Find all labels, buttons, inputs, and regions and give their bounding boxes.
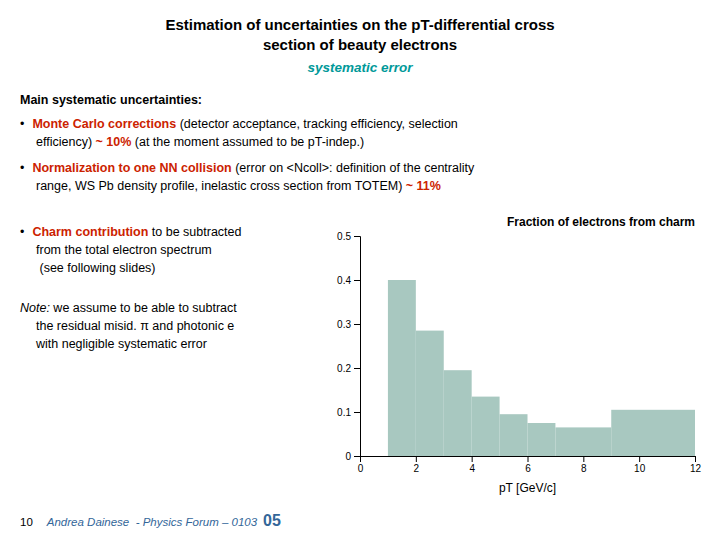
annotation-segment: Andrea Dainese - Physics Forum – 0103 bbox=[46, 516, 258, 528]
tick-label: 8 bbox=[581, 463, 587, 474]
tick: 0.3 bbox=[337, 319, 360, 330]
annotation-segment: (see following slides) bbox=[36, 261, 156, 275]
annotation-segment: 10 bbox=[20, 516, 33, 528]
slide-text: Estimation of uncertainties on the pT-di… bbox=[20, 16, 555, 529]
annotation-line: efficiency) ~ 10% (at the moment assumed… bbox=[36, 135, 364, 149]
annotation-segment: with negligible systematic error bbox=[35, 337, 207, 351]
tick-label: 0.4 bbox=[337, 275, 351, 286]
chart-title: Fraction of electrons from charm bbox=[507, 215, 695, 229]
annotation-line: range, WS Pb density profile, inelastic … bbox=[36, 179, 441, 193]
slide: Estimation of uncertainties on the pT-di… bbox=[0, 0, 720, 540]
annotation-segment: to be subtracted bbox=[148, 225, 241, 239]
bars bbox=[388, 280, 695, 456]
tick: 8 bbox=[581, 456, 587, 474]
axis-line bbox=[361, 457, 696, 463]
annotation-segment: Normalization to one NN collision bbox=[32, 161, 231, 175]
annotation-segment: ~ 10% bbox=[96, 135, 132, 149]
annotation-line: (see following slides) bbox=[36, 261, 156, 275]
annotation-segment: • bbox=[20, 161, 24, 175]
tick: 6 bbox=[525, 456, 531, 474]
annotation-segment: from the total electron spectrum bbox=[36, 243, 212, 257]
annotation-line: Estimation of uncertainties on the pT-di… bbox=[165, 16, 554, 33]
annotation-segment: Monte Carlo corrections bbox=[32, 117, 176, 131]
tick: 0.4 bbox=[337, 275, 360, 286]
annotation-segment: ~ 11% bbox=[406, 179, 441, 193]
tick-label: 6 bbox=[525, 463, 531, 474]
tick: 0.5 bbox=[337, 231, 360, 242]
tick: 0.1 bbox=[337, 407, 360, 418]
tick: 0.2 bbox=[337, 363, 360, 374]
annotation-segment: range, WS Pb density profile, inelastic … bbox=[36, 179, 406, 193]
annotation-segment: (at the moment assumed to be pT-indep.) bbox=[131, 135, 364, 149]
tick-mark bbox=[354, 368, 360, 369]
annotation-line: the residual misid. π and photonic e bbox=[36, 319, 234, 333]
annotation-line: Main systematic uncertainties: bbox=[20, 93, 202, 107]
annotation-segment: Note: bbox=[20, 301, 50, 315]
x-axis: 0 2 4 6 8 10 12 bbox=[358, 456, 702, 474]
histogram-bar bbox=[528, 423, 556, 456]
histogram-bar bbox=[416, 331, 444, 456]
annotation-segment: (error on <Ncoll>: definition of the cen… bbox=[232, 161, 475, 175]
tick-mark bbox=[354, 412, 360, 413]
annotation-segment: the residual misid. π and photonic e bbox=[36, 319, 234, 333]
tick-mark bbox=[583, 456, 584, 462]
tick-mark bbox=[354, 456, 360, 457]
annotation-segment: (detector acceptance, tracking efficienc… bbox=[176, 117, 458, 131]
histogram-bar bbox=[611, 410, 695, 456]
tick-mark bbox=[472, 456, 473, 462]
tick: 2 bbox=[414, 456, 420, 474]
x-axis-label: pT [GeV/c] bbox=[499, 481, 556, 495]
annotation-segment: systematic error bbox=[307, 60, 413, 75]
annotation-segment: • bbox=[20, 117, 24, 131]
tick-label: 10 bbox=[634, 463, 646, 474]
tick-mark bbox=[354, 280, 360, 281]
tick-mark bbox=[695, 456, 696, 462]
annotation-line: • Monte Carlo corrections (detector accep… bbox=[20, 117, 458, 131]
histogram-bar bbox=[388, 280, 416, 456]
histogram: 0 2 4 6 8 10 12 0 0.1 0.2 0.3 0.4 0.5 pT [GeV/c] Fract… bbox=[337, 215, 701, 495]
tick: 0 bbox=[345, 451, 360, 462]
histogram-bar bbox=[472, 397, 500, 456]
tick-label: 12 bbox=[690, 463, 702, 474]
tick-label: 0.2 bbox=[337, 363, 351, 374]
histogram-bar bbox=[555, 427, 611, 456]
y-axis: 0 0.1 0.2 0.3 0.4 0.5 bbox=[337, 231, 360, 462]
annotation-segment: Main systematic uncertainties: bbox=[20, 93, 202, 107]
annotation-segment: • bbox=[20, 225, 24, 239]
tick-label: 4 bbox=[469, 463, 475, 474]
annotation-line: 10 Andrea Dainese - Physics Forum – 0103 0… bbox=[20, 512, 281, 529]
annotation-segment: Charm contribution bbox=[32, 225, 148, 239]
tick-mark bbox=[639, 456, 640, 462]
tick-label: 2 bbox=[414, 463, 420, 474]
annotation-line: section of beauty electrons bbox=[263, 36, 457, 53]
tick-mark bbox=[354, 324, 360, 325]
annotation-segment: Estimation of uncertainties on the pT-di… bbox=[165, 16, 554, 33]
tick-mark bbox=[354, 236, 360, 237]
histogram-bar bbox=[500, 414, 528, 456]
tick: 4 bbox=[469, 456, 475, 474]
annotation-line: Note: we assume to be able to subtract bbox=[20, 301, 237, 315]
annotation-line: from the total electron spectrum bbox=[36, 243, 212, 257]
annotation-segment: section of beauty electrons bbox=[263, 36, 457, 53]
tick-mark bbox=[528, 456, 529, 462]
annotation-segment: we assume to be able to subtract bbox=[50, 301, 237, 315]
annotation-segment: 05 bbox=[263, 512, 281, 529]
annotation-line: • Normalization to one NN collision (erro… bbox=[20, 161, 475, 175]
tick: 10 bbox=[634, 456, 646, 474]
tick-mark bbox=[416, 456, 417, 462]
tick: 0 bbox=[358, 456, 364, 474]
annotation-line: systematic error bbox=[307, 60, 413, 75]
tick-label: 0.1 bbox=[337, 407, 351, 418]
tick-label: 0.5 bbox=[337, 231, 351, 242]
annotation-line: with negligible systematic error bbox=[35, 337, 207, 351]
annotation-segment: efficiency) bbox=[36, 135, 96, 149]
tick-label: 0 bbox=[345, 451, 351, 462]
tick-label: 0.3 bbox=[337, 319, 351, 330]
tick-label: 0 bbox=[358, 463, 364, 474]
axis-line bbox=[354, 237, 361, 457]
annotation-line: • Charm contribution to be subtracted bbox=[20, 225, 242, 239]
tick: 12 bbox=[690, 456, 702, 474]
histogram-bar bbox=[444, 370, 472, 456]
